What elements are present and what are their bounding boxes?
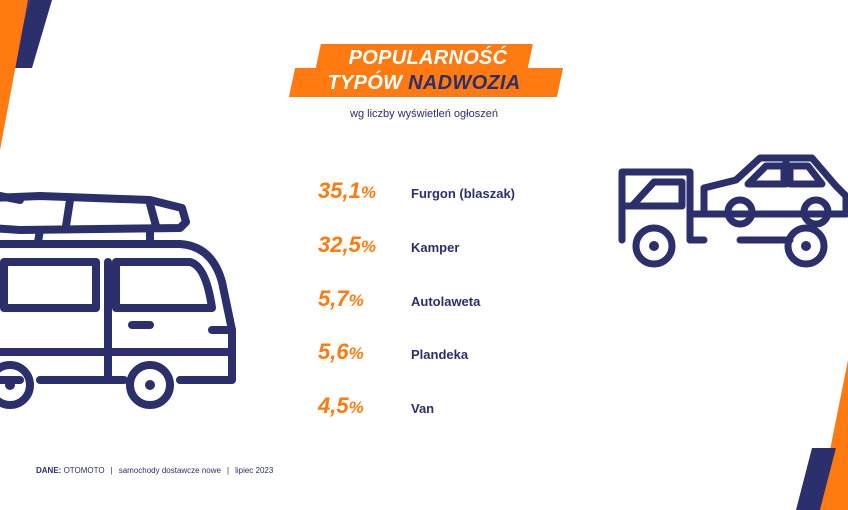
source-name: OTOMOTO <box>63 466 105 475</box>
percentage-value: 4,5% <box>318 393 364 418</box>
title-line-1: POPULARNOŚĆ <box>348 47 508 69</box>
body-type-label: Kamper <box>411 240 460 255</box>
title-block: POPULARNOŚĆ TYPÓW NADWOZIA <box>0 0 848 110</box>
list-item: 5,7% Autolaweta <box>318 286 618 316</box>
percentage-value: 35,1% <box>318 178 376 203</box>
source-label: DANE: <box>36 466 62 475</box>
title-line-2-accent: NADWOZIA <box>408 72 521 94</box>
date-text: lipiec 2023 <box>235 466 274 475</box>
source-footer: DANE: OTOMOTO | samochody dostawcze nowe | l… <box>36 466 274 475</box>
body-type-label: Autolaweta <box>411 294 481 309</box>
percentage-value: 5,6% <box>318 339 364 364</box>
title-line-2-plain: TYPÓW <box>327 72 403 94</box>
percentage-value: 32,5% <box>318 232 376 257</box>
list-item: 32,5% Kamper <box>318 232 618 262</box>
body-type-label: Furgon (blaszak) <box>411 186 516 201</box>
body-type-label: Plandeka <box>411 347 469 362</box>
body-type-label: Van <box>411 401 435 416</box>
list-item: 4,5% Van <box>318 393 618 423</box>
list-item: 5,6% Plandeka <box>318 339 618 369</box>
subtitle: wg liczby wyświetleń ogłoszeń <box>350 108 498 120</box>
category-text: samochody dostawcze nowe <box>118 466 221 475</box>
percentage-value: 5,7% <box>318 286 364 311</box>
list-item: 35,1% Furgon (blaszak) <box>318 178 618 208</box>
title-line-2: TYPÓW NADWOZIA <box>0 72 848 95</box>
